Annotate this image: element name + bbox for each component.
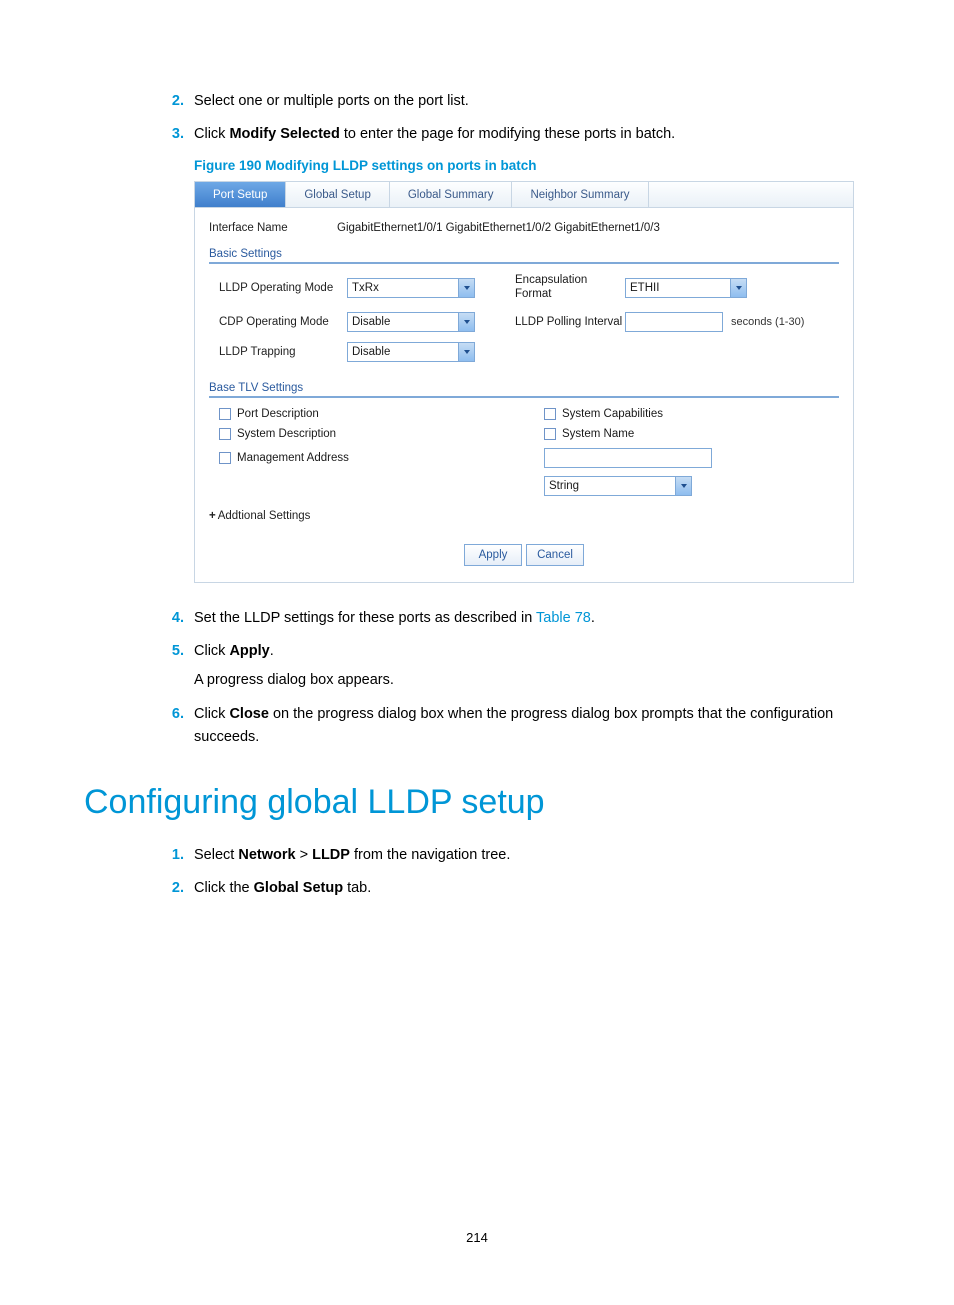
figure-caption: Figure 190 Modifying LLDP settings on po…: [194, 158, 866, 173]
base-tlv-header: Base TLV Settings: [209, 382, 839, 398]
page-number: 214: [88, 1230, 866, 1245]
step-item: 2. Click the Global Setup tab.: [154, 877, 866, 900]
polling-input[interactable]: [625, 312, 723, 332]
step-item: 1. Select Network > LLDP from the naviga…: [154, 844, 866, 867]
string-select[interactable]: String: [544, 476, 692, 496]
step-number: 2.: [154, 90, 184, 113]
system-capabilities-label: System Capabilities: [562, 408, 663, 420]
management-address-check: Management Address: [219, 448, 514, 468]
sys-name-input[interactable]: [544, 448, 712, 468]
step-number: 4.: [154, 607, 184, 630]
cdp-mode-label: CDP Operating Mode: [219, 316, 347, 328]
checkbox[interactable]: [544, 428, 556, 440]
polling-label: LLDP Polling Interval: [515, 316, 625, 328]
steps-section: 1. Select Network > LLDP from the naviga…: [154, 844, 866, 900]
interface-name-label: Interface Name: [209, 222, 337, 234]
step-number: 5.: [154, 640, 184, 663]
checkbox[interactable]: [219, 408, 231, 420]
section-heading: Configuring global LLDP setup: [84, 783, 866, 822]
step-item: 6. Click Close on the progress dialog bo…: [154, 703, 866, 749]
plus-icon: +: [209, 510, 216, 522]
step-text: Click Modify Selected to enter the page …: [194, 126, 675, 142]
lldp-mode-row: LLDP Operating Mode TxRx Encapsulation F…: [209, 274, 839, 302]
cdp-mode-select[interactable]: Disable: [347, 312, 475, 332]
encapsulation-col: Encapsulation Format ETHII: [515, 274, 747, 302]
lldp-mode-select[interactable]: TxRx: [347, 278, 475, 298]
management-address-label: Management Address: [237, 452, 349, 464]
steps-top: 2. Select one or multiple ports on the p…: [154, 90, 866, 146]
page-content: 2. Select one or multiple ports on the p…: [0, 0, 954, 1305]
step-number: 6.: [154, 703, 184, 726]
cdp-mode-value: Disable: [352, 316, 390, 328]
trapping-label: LLDP Trapping: [219, 346, 347, 358]
encapsulation-value: ETHII: [630, 282, 659, 294]
table-link[interactable]: Table 78: [536, 610, 591, 626]
trapping-value: Disable: [352, 346, 390, 358]
lldp-mode-label: LLDP Operating Mode: [219, 282, 347, 294]
checkbox[interactable]: [544, 408, 556, 420]
step-item: 2. Select one or multiple ports on the p…: [154, 90, 866, 113]
checkbox[interactable]: [219, 428, 231, 440]
system-description-check: System Description: [219, 428, 514, 440]
interface-name-value: GigabitEthernet1/0/1 GigabitEthernet1/0/…: [337, 222, 660, 234]
button-row: Apply Cancel: [209, 544, 839, 566]
step-text: Click the Global Setup tab.: [194, 880, 371, 896]
polling-unit: seconds (1-30): [731, 316, 804, 328]
step-item: 4. Set the LLDP settings for these ports…: [154, 607, 866, 630]
additional-settings-toggle[interactable]: + Addtional Settings: [209, 510, 839, 522]
step-text: Select one or multiple ports on the port…: [194, 93, 469, 109]
step-sub: A progress dialog box appears.: [194, 669, 866, 692]
steps-bottom: 4. Set the LLDP settings for these ports…: [154, 607, 866, 749]
port-description-check: Port Description: [219, 408, 514, 420]
basic-settings-header: Basic Settings: [209, 248, 839, 264]
cancel-button[interactable]: Cancel: [526, 544, 584, 566]
encapsulation-label: Encapsulation Format: [515, 274, 625, 302]
tab-global-summary[interactable]: Global Summary: [390, 182, 513, 207]
chevron-down-icon: [464, 320, 470, 324]
figure-body: Interface Name GigabitEthernet1/0/1 Giga…: [195, 208, 853, 582]
step-item: 3. Click Modify Selected to enter the pa…: [154, 123, 866, 146]
step-text: Click Apply.: [194, 643, 274, 659]
tab-global-setup[interactable]: Global Setup: [286, 182, 390, 207]
interface-name-row: Interface Name GigabitEthernet1/0/1 Giga…: [209, 222, 839, 234]
step-number: 1.: [154, 844, 184, 867]
chevron-down-icon: [681, 484, 687, 488]
trapping-select[interactable]: Disable: [347, 342, 475, 362]
port-description-label: Port Description: [237, 408, 319, 420]
trapping-row: LLDP Trapping Disable: [209, 342, 839, 362]
tab-bar: Port Setup Global Setup Global Summary N…: [195, 182, 853, 208]
empty-cell: [219, 476, 514, 496]
step-number: 2.: [154, 877, 184, 900]
tab-neighbor-summary[interactable]: Neighbor Summary: [512, 182, 648, 207]
string-cell: String: [544, 476, 839, 496]
lldp-mode-value: TxRx: [352, 282, 379, 294]
chevron-down-icon: [464, 350, 470, 354]
additional-settings-label: Addtional Settings: [218, 510, 311, 522]
step-text: Set the LLDP settings for these ports as…: [194, 610, 595, 626]
chevron-down-icon: [464, 286, 470, 290]
polling-col: LLDP Polling Interval seconds (1-30): [515, 312, 804, 332]
system-name-label: System Name: [562, 428, 634, 440]
tab-port-setup[interactable]: Port Setup: [195, 182, 286, 207]
step-number: 3.: [154, 123, 184, 146]
string-value: String: [549, 480, 579, 492]
checkbox[interactable]: [219, 452, 231, 464]
system-capabilities-check: System Capabilities: [544, 408, 839, 420]
cdp-mode-row: CDP Operating Mode Disable LLDP Polling …: [209, 312, 839, 332]
apply-button[interactable]: Apply: [464, 544, 522, 566]
step-item: 5. Click Apply. A progress dialog box ap…: [154, 640, 866, 692]
step-text: Select Network > LLDP from the navigatio…: [194, 847, 510, 863]
tlv-grid: Port Description System Capabilities Sys…: [209, 408, 839, 496]
chevron-down-icon: [736, 286, 742, 290]
lldp-figure: Port Setup Global Setup Global Summary N…: [194, 181, 854, 583]
step-text: Click Close on the progress dialog box w…: [194, 706, 833, 745]
encapsulation-select[interactable]: ETHII: [625, 278, 747, 298]
system-description-label: System Description: [237, 428, 336, 440]
sys-name-input-cell: [544, 448, 839, 468]
system-name-check: System Name: [544, 428, 839, 440]
